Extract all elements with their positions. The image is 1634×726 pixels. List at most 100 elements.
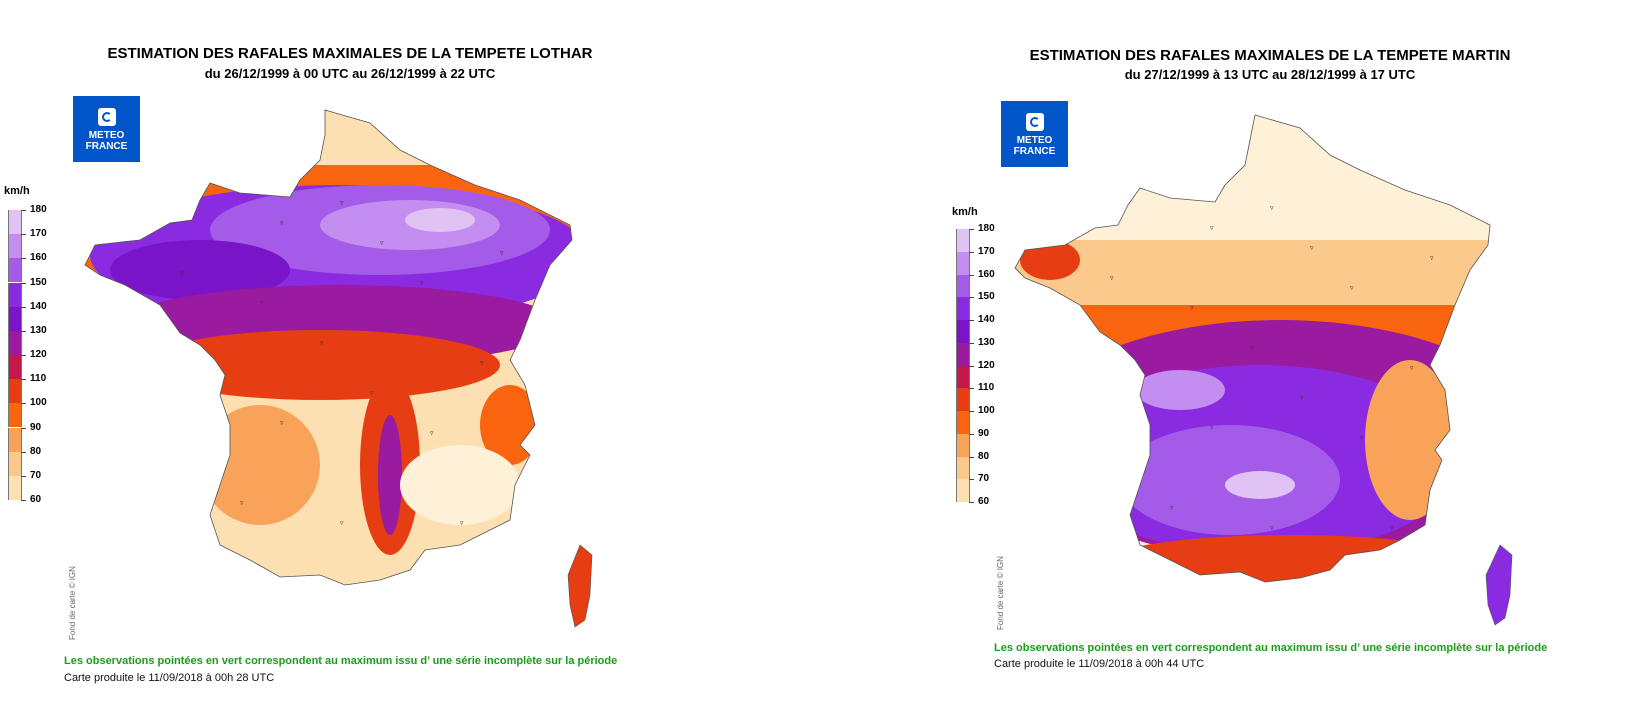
svg-text:▿: ▿ [340,200,344,207]
svg-text:▿: ▿ [1270,205,1274,212]
legend-level-label: 180 [978,223,995,234]
legend-swatch [956,342,970,366]
map-title: ESTIMATION DES RAFALES MAXIMALES DE LA T… [1029,47,1511,64]
legend-level-label: 130 [30,324,47,336]
legend-swatch [956,479,970,502]
map-credit: Fond de carte © IGN [68,566,77,640]
svg-text:▿: ▿ [240,500,244,507]
lothar-panel: ESTIMATION DES RAFALES MAXIMALES DE LA T… [0,0,660,726]
station-markers: ▿ ▿ ▿ ▿ ▿ ▿ ▿ ▿ ▿ ▿ ▿ ▿ ▿ ▿ ▿ [1110,205,1434,532]
legend-swatch [8,282,22,307]
legend-swatch [8,258,22,283]
svg-text:▿: ▿ [180,270,184,277]
meteo-france-logo-icon [1025,113,1044,131]
legend-swatch [8,427,22,452]
legend-unit: km/h [4,185,30,197]
map-subtitle: du 26/12/1999 à 00 UTC au 26/12/1999 à 2… [204,66,496,81]
legend-level-label: 80 [30,445,42,457]
legend-swatch [8,451,22,476]
legend-level-label: 170 [978,245,995,257]
svg-text:▿: ▿ [1190,305,1194,312]
france-gust-map: ▿ ▿ ▿ ▿ ▿ ▿ ▿ ▿ ▿ ▿ ▿ ▿ ▿ ▿ ▿ [84,109,593,628]
color-legend: 180 170 160 150 140 130 120 110 100 90 80 70 60 [8,204,68,505]
legend-level-label: 70 [978,473,990,485]
map-subtitle: du 27/12/1999 à 13 UTC au 28/12/1999 à 1… [1124,67,1416,82]
svg-text:▿: ▿ [320,340,324,347]
observation-note: Les observations pointées en vert corres… [994,642,1548,654]
svg-text:▿: ▿ [430,430,434,437]
legend-level-label: 120 [30,349,47,360]
legend-level-label: 150 [30,276,47,288]
legend-swatch [8,403,22,428]
legend-swatch [956,251,970,275]
legend-level-label: 150 [978,291,995,303]
legend-swatch [956,411,970,434]
legend-unit: km/h [952,206,978,218]
meteo-france-logo: METEO FRANCE [1001,101,1068,167]
legend-level-label: 160 [978,268,995,280]
svg-text:▿: ▿ [420,280,424,287]
svg-text:▿: ▿ [1300,395,1304,402]
map-credit: Fond de carte © IGN [996,556,1005,630]
svg-text:▿: ▿ [1110,275,1114,282]
svg-text:▿: ▿ [260,300,264,307]
legend-level-label: 100 [978,405,995,416]
legend-swatch [956,229,970,252]
map-title: ESTIMATION DES RAFALES MAXIMALES DE LA T… [107,45,593,62]
svg-text:▿: ▿ [380,240,384,247]
legend-level-label: 90 [978,427,990,439]
legend-level-label: 120 [978,359,995,371]
legend-level-label: 70 [30,469,42,481]
legend-swatch [8,210,22,235]
legend-level-label: 140 [978,314,995,325]
svg-text:▿: ▿ [1410,365,1414,372]
production-date: Carte produite le 11/09/2018 à 00h 44 UT… [994,658,1205,670]
svg-text:▿: ▿ [1270,525,1274,532]
meteo-france-logo: METEO FRANCE [73,96,140,162]
legend-level-label: 110 [978,382,995,394]
legend-swatch [8,330,22,355]
meteo-france-logo-icon [97,108,116,126]
legend-level-label: 160 [30,252,47,264]
svg-text:▿: ▿ [370,390,374,397]
svg-text:▿: ▿ [1360,435,1364,442]
legend-swatch [956,320,970,343]
legend-level-label: 100 [30,397,47,409]
observation-note: Les observations pointées en vert corres… [64,655,618,667]
svg-text:▿: ▿ [1210,425,1214,432]
legend-swatch [8,379,22,404]
legend-swatch [8,234,22,259]
legend-level-label: 60 [30,494,42,505]
legend-level-label: 80 [978,450,990,462]
legend-level-label: 180 [30,204,47,215]
svg-text:▿: ▿ [280,220,284,227]
svg-text:▿: ▿ [1170,505,1174,512]
martin-panel: ESTIMATION DES RAFALES MAXIMALES DE LA T… [945,0,1634,726]
legend-swatch [956,274,970,298]
legend-swatch [956,365,970,389]
legend-level-label: 140 [30,300,47,312]
legend-swatch [956,388,970,411]
svg-text:▿: ▿ [340,520,344,527]
svg-text:▿: ▿ [1250,345,1254,352]
legend-level-label: 110 [30,373,47,385]
station-markers: ▿ ▿ ▿ ▿ ▿ ▿ ▿ ▿ ▿ ▿ ▿ ▿ ▿ ▿ ▿ [180,200,504,527]
svg-text:▿: ▿ [1390,525,1394,532]
france-gust-map: ▿ ▿ ▿ ▿ ▿ ▿ ▿ ▿ ▿ ▿ ▿ ▿ ▿ ▿ ▿ [1014,114,1513,626]
svg-text:▿: ▿ [1430,255,1434,262]
legend-level-label: 130 [978,336,995,348]
legend-level-label: 60 [978,496,990,507]
svg-text:▿: ▿ [280,420,284,427]
svg-text:▿: ▿ [1350,285,1354,292]
color-legend: 180 170 160 150 140 130 120 110 100 90 80 70 60 [956,223,1016,507]
svg-text:▿: ▿ [1310,245,1314,252]
legend-swatch [8,306,22,331]
legend-swatch [956,433,970,457]
legend-level-label: 170 [30,228,47,240]
legend-swatch [8,355,22,380]
corsica-region [1485,544,1513,626]
svg-text:▿: ▿ [1210,225,1214,232]
production-date: Carte produite le 11/09/2018 à 00h 28 UT… [64,672,275,684]
legend-swatch [956,456,970,480]
legend-swatch [956,297,970,320]
